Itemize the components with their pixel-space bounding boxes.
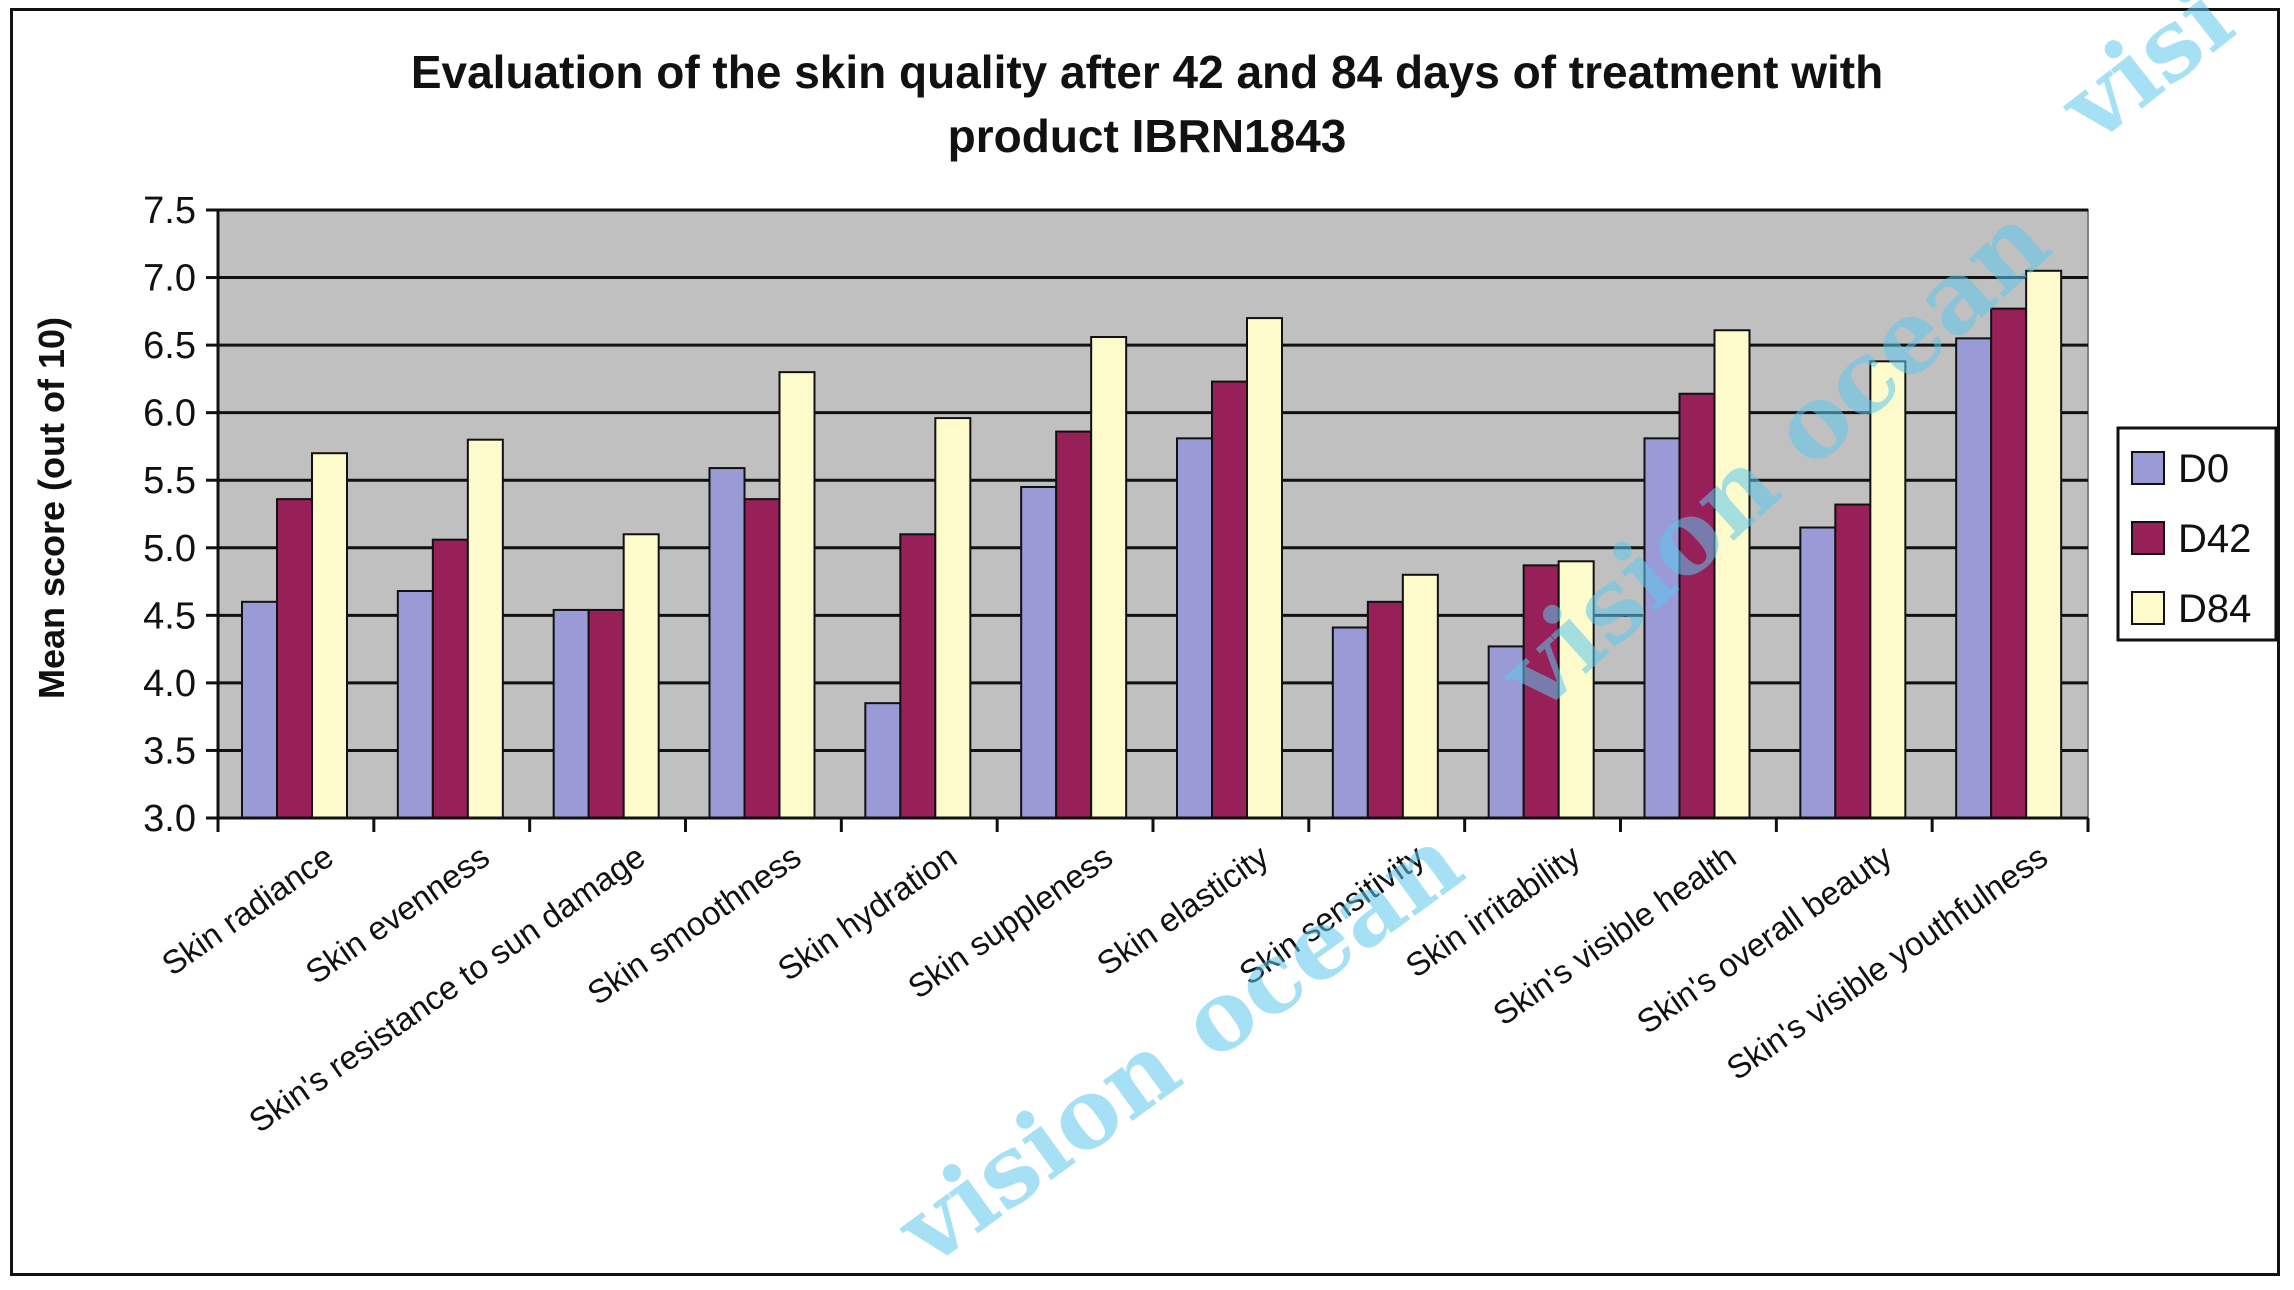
bar-d84-2 <box>622 533 660 819</box>
bar-d84-5 <box>1090 336 1128 819</box>
bar-d0-10 <box>1799 526 1837 819</box>
watermark-text-3: visi <box>2038 0 2253 164</box>
bar-d84-7 <box>1401 573 1439 819</box>
y-tick-label: 5.5 <box>143 460 196 502</box>
bar-d0-7 <box>1331 626 1369 820</box>
y-tick-label: 3.5 <box>143 730 196 772</box>
plot-background <box>217 209 2089 819</box>
legend-label-d84: D84 <box>2178 587 2251 631</box>
bar-d0-8 <box>1487 645 1525 819</box>
chart-title-line-1: Evaluation of the skin quality after 42 … <box>411 46 1883 98</box>
bar-d42-0 <box>276 498 313 819</box>
watermark-text-1: vision ocean <box>875 804 1482 1288</box>
legend-label-d42: D42 <box>2178 517 2251 561</box>
y-axis-label: Mean score (out of 10) <box>31 317 72 699</box>
bar-d42-5 <box>1055 430 1093 819</box>
y-tick-label: 7.5 <box>143 190 196 232</box>
bar-d84-9 <box>1713 329 1751 819</box>
y-tick-label: 6.5 <box>143 325 196 367</box>
bar-d0-1 <box>396 590 434 819</box>
bar-d0-2 <box>552 608 590 819</box>
bar-d42-7 <box>1366 600 1404 819</box>
legend-swatch-d42 <box>2131 521 2165 555</box>
y-tick-label: 5.0 <box>143 528 196 570</box>
legend-label-d0: D0 <box>2178 447 2229 491</box>
bar-d84-11 <box>2025 269 2063 819</box>
bar-d0-6 <box>1176 437 1213 819</box>
y-tick-label: 7.0 <box>143 258 196 300</box>
bar-d84-0 <box>311 452 348 819</box>
bar-d42-4 <box>899 533 937 819</box>
bar-d42-2 <box>587 608 625 819</box>
bar-d42-10 <box>1834 503 1872 819</box>
legend: D0 D42 D84 <box>2116 426 2278 642</box>
chart-title-line-2: product IBRN1843 <box>948 110 1347 162</box>
y-tick-label: 6.0 <box>143 393 196 435</box>
legend-swatch-d84 <box>2131 591 2165 625</box>
legend-swatch-d0 <box>2131 451 2165 485</box>
y-tick-label: 4.5 <box>143 595 196 637</box>
bar-d84-3 <box>778 371 816 819</box>
y-tick-label: 4.0 <box>143 663 196 705</box>
bar-d84-10 <box>1869 360 1907 819</box>
bar-d0-4 <box>864 702 902 820</box>
bar-d42-1 <box>431 538 469 819</box>
bar-d42-11 <box>1990 307 2028 819</box>
x-category-label: Skin's overall beauty <box>1630 837 1899 1041</box>
bar-d84-8 <box>1557 560 1595 819</box>
bar-d84-4 <box>934 417 972 819</box>
bar-d0-3 <box>708 467 746 819</box>
y-tick-label: 3.0 <box>143 798 196 840</box>
bar-d84-6 <box>1246 317 1283 819</box>
bar-d0-11 <box>1955 337 1993 819</box>
bar-d42-6 <box>1211 380 1248 819</box>
bar-d0-0 <box>241 600 278 819</box>
bar-d0-5 <box>1020 485 1058 819</box>
bar-d42-3 <box>743 498 781 819</box>
bar-d84-1 <box>466 438 504 819</box>
